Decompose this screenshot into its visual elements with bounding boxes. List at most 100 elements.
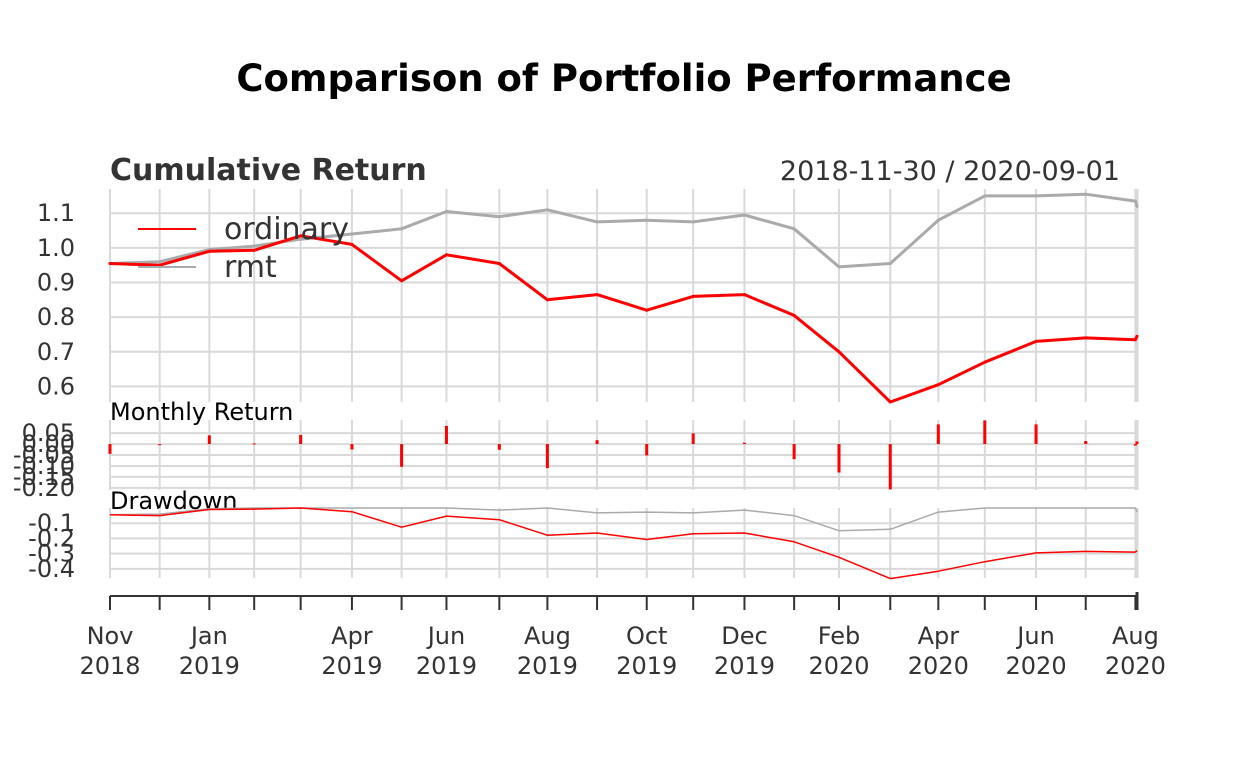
ytick-label: -0.10 bbox=[13, 452, 75, 480]
bar-monthly-return bbox=[207, 435, 211, 445]
point-ordinary bbox=[207, 249, 211, 253]
point-ordinary bbox=[350, 242, 354, 246]
xtick-label-month: Jun bbox=[1015, 622, 1055, 650]
xtick-label-month: Feb bbox=[818, 622, 861, 650]
xtick-label-month: Dec bbox=[721, 622, 767, 650]
point-rmt bbox=[742, 213, 746, 217]
bar-monthly-return bbox=[299, 434, 303, 445]
bar-monthly-return bbox=[742, 442, 746, 445]
point-ordinary bbox=[1034, 339, 1038, 343]
ytick-label: -0.05 bbox=[13, 441, 75, 469]
xtick-label-year: 2019 bbox=[179, 652, 240, 680]
bar-monthly-return bbox=[444, 425, 448, 445]
bar-monthly-return bbox=[350, 444, 354, 450]
bar-monthly-return bbox=[1084, 441, 1088, 445]
point-rmt bbox=[792, 227, 796, 231]
bar-monthly-return bbox=[400, 444, 404, 467]
ytick-label: -0.20 bbox=[13, 474, 75, 502]
ytick-label: 0.9 bbox=[37, 269, 75, 297]
legend-label-ordinary: ordinary bbox=[224, 212, 349, 247]
bar-monthly-return bbox=[497, 444, 501, 450]
point-rmt bbox=[1084, 192, 1088, 196]
point-rmt bbox=[350, 232, 354, 236]
xtick-label-month: Apr bbox=[331, 622, 373, 650]
point-ordinary bbox=[400, 279, 404, 283]
point-ordinary bbox=[1135, 334, 1139, 338]
chart-title: Comparison of Portfolio Performance bbox=[236, 57, 1011, 100]
point-ordinary bbox=[888, 400, 892, 404]
ytick-label: -0.3 bbox=[28, 540, 75, 568]
point-ordinary bbox=[936, 383, 940, 387]
bar-monthly-return bbox=[595, 440, 599, 445]
point-ordinary bbox=[595, 293, 599, 297]
axes-layer: 1.11.00.90.80.70.60.050.00-0.05-0.10-0.1… bbox=[13, 199, 1166, 680]
point-ordinary bbox=[545, 298, 549, 302]
bar-monthly-return bbox=[792, 444, 796, 460]
bar-monthly-return bbox=[936, 424, 940, 445]
point-rmt bbox=[545, 208, 549, 212]
legend-label-rmt: rmt bbox=[224, 250, 277, 285]
grid-layer bbox=[109, 189, 1139, 578]
drawdown-line-rmt bbox=[109, 507, 1138, 532]
bar-monthly-return bbox=[158, 444, 162, 446]
point-rmt bbox=[1135, 204, 1139, 208]
point-rmt bbox=[936, 218, 940, 222]
point-ordinary bbox=[158, 263, 162, 267]
point-ordinary bbox=[837, 350, 841, 354]
point-ordinary bbox=[645, 308, 649, 312]
bar-monthly-return bbox=[1133, 444, 1137, 446]
point-rmt bbox=[888, 261, 892, 265]
point-rmt bbox=[595, 220, 599, 224]
xtick-label-year: 2019 bbox=[321, 652, 382, 680]
xtick-label-year: 2020 bbox=[908, 652, 969, 680]
xtick-label-month: Aug bbox=[1112, 622, 1159, 650]
point-rmt bbox=[1133, 199, 1137, 203]
xtick-label-year: 2020 bbox=[808, 652, 869, 680]
bar-monthly-return bbox=[252, 443, 256, 445]
bar-monthly-return bbox=[645, 444, 649, 456]
bar-monthly-return bbox=[1034, 424, 1038, 445]
ytick-label: 1.0 bbox=[37, 234, 75, 262]
bar-monthly-return bbox=[837, 444, 841, 473]
xtick-label-month: Nov bbox=[87, 622, 134, 650]
ytick-label: 0.6 bbox=[37, 372, 75, 400]
ytick-label: 0.00 bbox=[22, 430, 75, 458]
xtick-label-month: Apr bbox=[918, 622, 960, 650]
xtick-label-month: Jan bbox=[189, 622, 228, 650]
bar-monthly-return bbox=[983, 420, 987, 445]
point-ordinary bbox=[444, 253, 448, 257]
bar-monthly-return bbox=[545, 444, 549, 469]
point-ordinary bbox=[299, 234, 303, 238]
xtick-label-month: Aug bbox=[524, 622, 571, 650]
date-range-label: 2018-11-30 / 2020-09-01 bbox=[780, 156, 1120, 187]
ytick-label: 0.05 bbox=[22, 419, 75, 447]
panel-title-cumulative-return: Cumulative Return bbox=[110, 153, 427, 188]
xtick-label-year: 2018 bbox=[79, 652, 140, 680]
ytick-label: 1.1 bbox=[37, 199, 75, 227]
point-rmt bbox=[158, 260, 162, 264]
xtick-label-month: Oct bbox=[626, 622, 668, 650]
point-ordinary bbox=[983, 360, 987, 364]
xtick-label-month: Jun bbox=[426, 622, 466, 650]
bar-monthly-return bbox=[888, 444, 892, 490]
xtick-label-year: 2019 bbox=[616, 652, 677, 680]
bar-monthly-return bbox=[108, 444, 112, 454]
point-ordinary bbox=[1133, 338, 1137, 342]
xtick-label-year: 2019 bbox=[416, 652, 477, 680]
point-rmt bbox=[497, 215, 501, 219]
point-ordinary bbox=[252, 248, 256, 252]
panel-title-drawdown: Drawdown bbox=[110, 487, 237, 515]
panel-title-monthly-return: Monthly Return bbox=[110, 398, 293, 426]
point-rmt bbox=[400, 227, 404, 231]
bar-monthly-return bbox=[691, 433, 695, 445]
point-rmt bbox=[1034, 194, 1038, 198]
xtick-label-year: 2019 bbox=[517, 652, 578, 680]
xtick-label-year: 2020 bbox=[1006, 652, 1067, 680]
point-rmt bbox=[252, 244, 256, 248]
point-ordinary bbox=[497, 261, 501, 265]
ytick-label: 0.8 bbox=[37, 303, 75, 331]
marks-layer bbox=[108, 192, 1139, 580]
